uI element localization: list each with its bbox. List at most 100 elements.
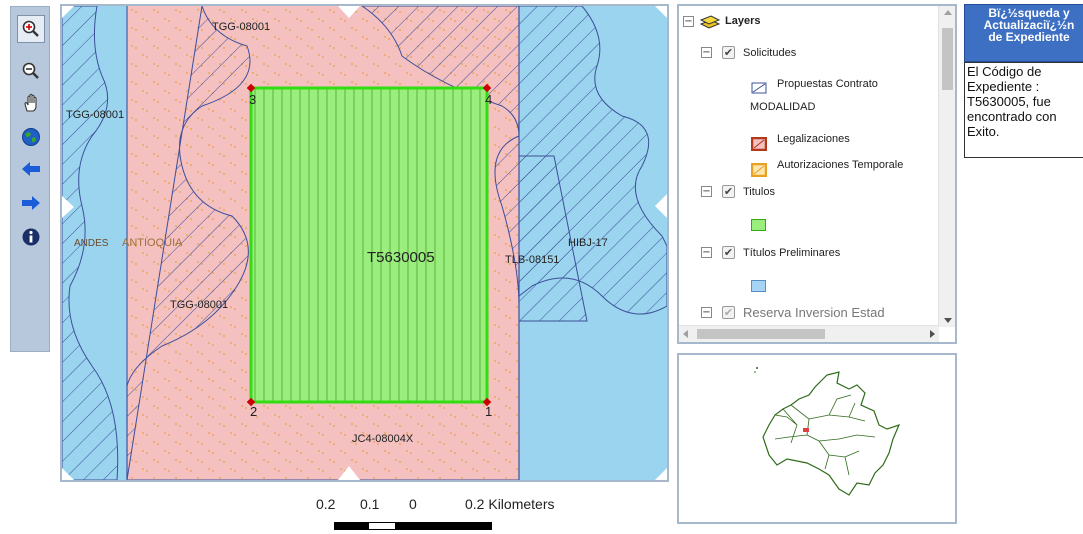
map-canvas[interactable]: TGG-08001 TGG-08001 TGG-08001 ANDES ANTI… (62, 6, 667, 480)
zoom-out-icon (22, 62, 39, 79)
corner-marker-3 (246, 83, 256, 93)
search-title-line3: de Expediente (988, 30, 1070, 44)
pan-north-arrow-icon[interactable] (338, 6, 360, 18)
full-extent-tool[interactable] (19, 125, 43, 149)
toc-autorizaciones-label: Autorizaciones Temporale (777, 159, 904, 171)
toc-titulos-prelim[interactable]: − ✔ Títulos Preliminares (701, 246, 840, 259)
corner-label-1: 1 (485, 404, 492, 419)
overview-map[interactable] (677, 353, 957, 524)
autorizaciones-swatch-icon (751, 163, 767, 177)
pan-northwest-arrow-icon[interactable] (62, 6, 74, 18)
label-tgg-top: TGG-08001 (212, 21, 270, 33)
toc-root-label: Layers (725, 15, 761, 27)
identify-info-icon (22, 228, 40, 246)
parcel-outline[interactable] (249, 86, 489, 404)
scale-label-end: 0.2 Kilometers (465, 496, 555, 512)
label-tgg-bottom: TGG-08001 (170, 299, 228, 311)
layers-panel: − Layers − ✔ Solicitudes Propuestas Cont… (677, 4, 957, 344)
scale-label-0: 0 (409, 496, 417, 512)
pan-southwest-arrow-icon[interactable] (62, 468, 74, 480)
toc-reserva-label: Reserva Inversion Estad (743, 305, 885, 320)
hscroll-thumb[interactable] (697, 329, 825, 339)
scroll-left-arrow-icon[interactable] (683, 330, 688, 338)
legalizaciones-swatch-icon (751, 137, 767, 151)
label-parcel: T5630005 (367, 249, 435, 266)
checkbox-solicitudes[interactable]: ✔ (722, 46, 735, 59)
search-title-line2: Actualizaciï¿½n (983, 18, 1075, 32)
toc-propuestas-label: Propuestas Contrato (777, 78, 878, 90)
overview-extent-marker (803, 428, 809, 432)
expander-reserva-icon[interactable]: − (701, 307, 712, 318)
corner-marker-1 (482, 397, 492, 407)
department-boundaries (774, 394, 876, 476)
expander-root-icon[interactable]: − (683, 15, 694, 27)
zoom-in-tool[interactable] (17, 15, 45, 43)
pan-west-arrow-icon[interactable] (62, 196, 74, 218)
corner-label-2: 2 (250, 404, 257, 419)
toc-root[interactable]: − Layers (683, 13, 760, 29)
toc-titulos[interactable]: − ✔ Titulos (701, 185, 775, 198)
previous-extent-tool[interactable] (19, 157, 43, 181)
scroll-up-arrow-icon[interactable] (944, 10, 952, 15)
corner-marker-2 (246, 397, 256, 407)
scale-label-01: 0.1 (360, 496, 380, 512)
toc-titulos-prelim-label: Títulos Preliminares (743, 246, 841, 259)
pan-hand-icon (24, 93, 37, 112)
titulos-swatch-icon (751, 219, 766, 231)
layers-icon (699, 15, 721, 29)
previous-extent-arrow-icon (22, 162, 40, 176)
pan-south-arrow-icon[interactable] (338, 466, 360, 480)
label-jc4: JC4-08004X (352, 433, 414, 445)
search-result-panel: Bï¿½squeda y Actualizaciï¿½n de Expedien… (964, 4, 1083, 164)
pan-southeast-arrow-icon[interactable] (655, 468, 667, 480)
pan-east-arrow-icon[interactable] (655, 194, 667, 218)
toc-modalidad: MODALIDAD (750, 101, 815, 113)
expander-titulos-prelim-icon[interactable]: − (701, 247, 712, 258)
label-antioquia: ANTIOQUIA (122, 237, 183, 249)
pan-northeast-arrow-icon[interactable] (655, 6, 667, 18)
scroll-down-arrow-icon[interactable] (944, 318, 952, 323)
toc-modalidad-label: MODALIDAD (750, 101, 816, 113)
checkbox-titulos-prelim[interactable]: ✔ (722, 246, 735, 259)
toc-solicitudes-label: Solicitudes (743, 46, 797, 59)
island-dot (756, 367, 758, 369)
checkbox-titulos[interactable]: ✔ (722, 185, 735, 198)
parcel-lines (251, 88, 487, 402)
identify-tool[interactable] (19, 225, 43, 249)
message-line4: encontrado con (967, 109, 1057, 124)
scroll-thumb[interactable] (942, 28, 953, 90)
next-extent-tool[interactable] (19, 191, 43, 215)
message-line2: Expediente : (967, 79, 1040, 94)
label-tlb: TLB-08151 (505, 254, 559, 266)
pan-tool[interactable] (19, 91, 43, 115)
toc-titulos-label: Titulos (743, 185, 775, 198)
titulos-prelim-swatch-icon (751, 280, 766, 292)
next-extent-arrow-icon (22, 196, 40, 210)
corner-marker-4 (482, 83, 492, 93)
message-line5: Exito. (967, 124, 1000, 139)
scroll-right-arrow-icon[interactable] (930, 330, 935, 338)
zoom-out-tool[interactable] (19, 59, 43, 83)
toc-reserva[interactable]: − ✔ Reserva Inversion Estad (701, 305, 885, 320)
land-left (62, 6, 119, 480)
propuestas-swatch-icon (751, 82, 767, 94)
expander-titulos-icon[interactable]: − (701, 186, 712, 197)
island-dot-2 (754, 371, 756, 373)
full-extent-globe-icon (22, 128, 40, 146)
scale-bar: 0.2 0.1 0 0.2 Kilometers (316, 496, 616, 534)
toc-legalizaciones: Legalizaciones (751, 127, 850, 151)
toc-horizontal-scrollbar[interactable] (679, 325, 939, 342)
scale-bar-graphic (334, 522, 492, 530)
search-message: El Código de Expediente : T5630005, fue … (964, 62, 1083, 158)
checkbox-reserva[interactable]: ✔ (722, 306, 735, 319)
label-andes: ANDES (74, 238, 109, 249)
search-title-line1: Bï¿½squeda y (988, 6, 1070, 20)
tlb-block (518, 155, 588, 322)
label-hibj: HIBJ-17 (568, 237, 608, 249)
expander-solicitudes-icon[interactable]: − (701, 47, 712, 58)
message-line3: T5630005, fue (967, 94, 1051, 109)
map-viewport[interactable]: TGG-08001 TGG-08001 TGG-08001 ANDES ANTI… (60, 4, 669, 482)
toc-solicitudes[interactable]: − ✔ Solicitudes (701, 46, 796, 59)
toc-vertical-scrollbar[interactable] (938, 6, 955, 327)
search-panel-header: Bï¿½squeda y Actualizaciï¿½n de Expedien… (964, 4, 1083, 62)
